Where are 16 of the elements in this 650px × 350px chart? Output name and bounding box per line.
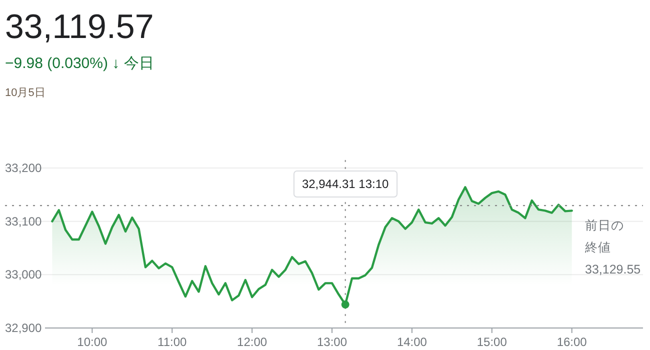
y-tick-label: 33,200 <box>5 161 42 175</box>
y-tick-label: 33,000 <box>5 268 42 282</box>
text: 10月5日 <box>5 87 46 99</box>
chart-subtitle: −9.98 (0.030%) ↓ 今日 <box>5 55 154 72</box>
y-tick-label: 33,100 <box>5 214 42 228</box>
chart-title: 33,119.57 <box>5 8 154 46</box>
ref-line-label: 32,944.31 13:10 <box>302 177 390 191</box>
y-tick-label: 32,900 <box>5 321 42 335</box>
x-tick-label: 14:00 <box>396 335 428 349</box>
x-tick-label: 13:00 <box>316 335 348 349</box>
x-tick-label: 12:00 <box>237 335 268 349</box>
ref-line-label: 前日の終値 33,129.55 <box>584 218 641 277</box>
x-tick-label: 15:00 <box>476 335 508 349</box>
x-tick-label: 11:00 <box>158 335 188 349</box>
x-tick-label: 10:00 <box>77 335 108 349</box>
x-tick-label: 16:00 <box>556 335 588 349</box>
